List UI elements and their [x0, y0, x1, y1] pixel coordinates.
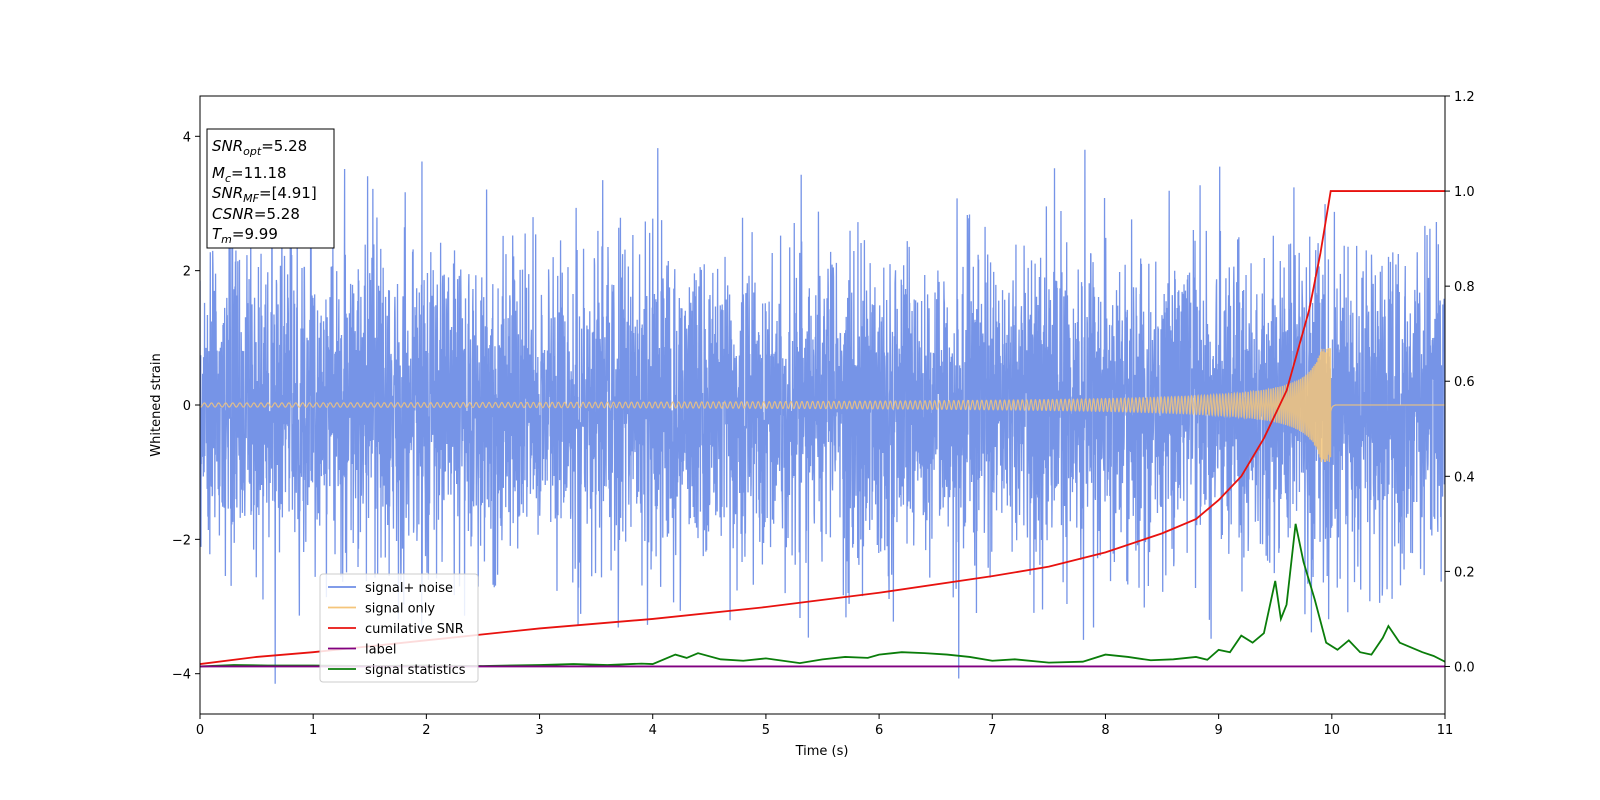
x-axis-label: Time (s) — [795, 744, 849, 759]
x-tick-label-6: 6 — [875, 723, 883, 738]
info-snr-opt-value: =5.28 — [261, 137, 307, 155]
y2-tick-label-5: 1.0 — [1454, 185, 1475, 200]
y2-tick-label-3: 0.6 — [1454, 375, 1475, 390]
info-snr-mf-label: SNR — [212, 184, 243, 202]
info-box: SNRopt=5.28 Mc=11.18 SNRMF=[4.91] CSNR=5… — [206, 128, 335, 249]
y2-tick-label-2: 0.4 — [1454, 470, 1475, 485]
info-tm: Tm=9.99 — [212, 225, 278, 246]
y2-tick-label-6: 1.2 — [1454, 90, 1475, 105]
y-axis-right: 0.0 0.2 0.4 0.6 0.8 1.0 1.2 — [1445, 90, 1475, 675]
info-snr-opt: SNRopt=5.28 — [212, 137, 307, 158]
info-mc-value: =11.18 — [231, 164, 287, 182]
series-cumulative-snr — [200, 190, 1445, 665]
info-tm-sub: m — [221, 233, 232, 246]
legend-entry-0: signal+ noise — [365, 581, 453, 596]
x-tick-label-8: 8 — [1101, 723, 1109, 738]
x-tick-label-11: 11 — [1437, 723, 1454, 738]
info-csnr-label: CSNR — [212, 205, 254, 223]
info-csnr: CSNR=5.28 — [212, 205, 300, 223]
y2-tick-label-0: 0.0 — [1454, 660, 1475, 675]
info-mc-label: M — [212, 164, 225, 182]
legend-entry-4: signal statistics — [365, 663, 466, 678]
info-tm-value: =9.99 — [232, 225, 278, 243]
x-axis: 0 1 2 3 4 5 6 7 8 9 10 11 — [196, 714, 1453, 738]
x-tick-label-10: 10 — [1324, 723, 1341, 738]
info-box-frame — [206, 128, 335, 249]
info-csnr-value: =5.28 — [254, 205, 300, 223]
y2-tick-label-1: 0.2 — [1454, 565, 1475, 580]
info-mc-sub: c — [225, 172, 231, 185]
series-signal-noise — [200, 133, 1445, 684]
legend-entry-3: label — [365, 643, 396, 658]
legend-entry-1: signal only — [365, 602, 435, 617]
y-axis-left: −4 −2 0 2 4 — [172, 130, 200, 683]
info-snr-mf: SNRMF=[4.91] — [212, 184, 317, 205]
x-tick-label-0: 0 — [196, 723, 204, 738]
y-tick-label-2: 0 — [183, 399, 191, 414]
x-tick-label-7: 7 — [988, 723, 996, 738]
y-tick-label-4: 4 — [183, 130, 191, 145]
legend: signal+ noise signal only cumilative SNR la… — [319, 573, 479, 683]
info-snr-mf-value: =[4.91] — [259, 184, 317, 202]
y-tick-label-1: −2 — [172, 533, 191, 548]
x-tick-label-3: 3 — [535, 723, 543, 738]
info-tm-label: T — [212, 225, 223, 243]
y-tick-label-3: 2 — [183, 265, 191, 280]
y-axis-label: Whitened strain — [149, 353, 164, 456]
y-tick-label-0: −4 — [172, 668, 191, 683]
x-tick-label-9: 9 — [1214, 723, 1222, 738]
legend-entry-2: cumilative SNR — [365, 622, 464, 637]
series-signal-only — [200, 347, 1445, 463]
x-tick-label-4: 4 — [649, 723, 657, 738]
info-snr-opt-label: SNR — [212, 137, 243, 155]
x-tick-label-1: 1 — [309, 723, 317, 738]
legend-frame — [319, 573, 479, 683]
info-snr-mf-sub: MF — [243, 192, 259, 205]
info-snr-opt-sub: opt — [243, 145, 262, 158]
y2-tick-label-4: 0.8 — [1454, 280, 1475, 295]
info-mc: Mc=11.18 — [212, 164, 287, 185]
x-tick-label-2: 2 — [422, 723, 430, 738]
x-tick-label-5: 5 — [762, 723, 770, 738]
series-signal-statistics — [200, 523, 1445, 668]
